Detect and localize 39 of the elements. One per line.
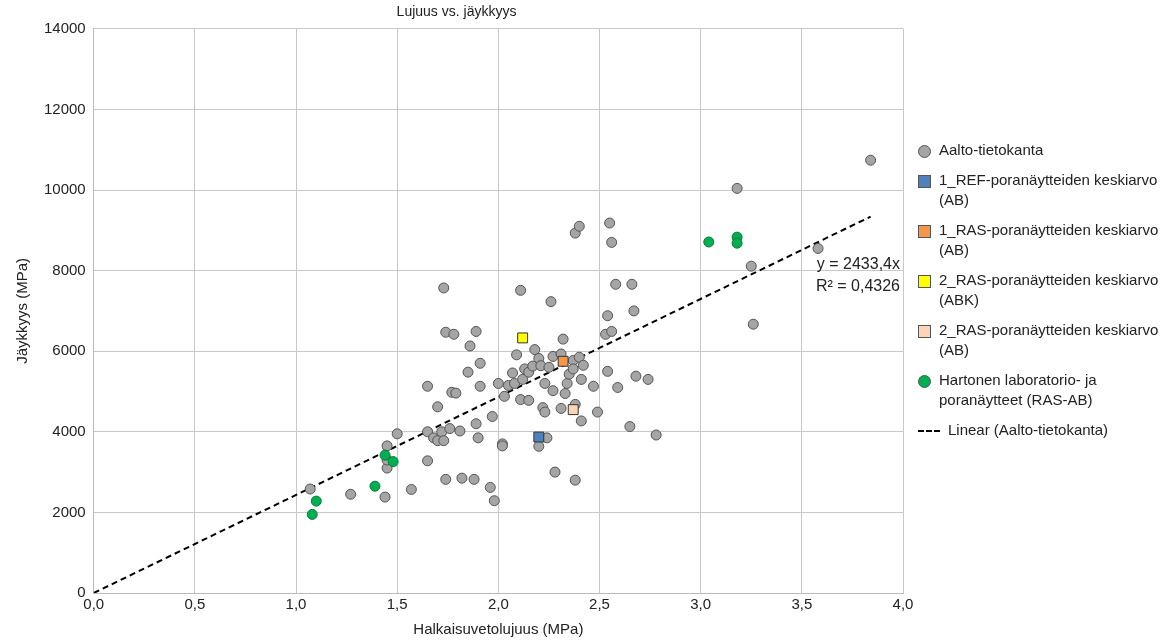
legend-label: 2_RAS-poranäytteiden keskiarvo (ABK): [939, 270, 1160, 310]
x-tick-label: 3,5: [791, 595, 813, 613]
y-tick-label: 8000: [52, 260, 86, 278]
y-tick-label: 10000: [43, 180, 86, 198]
annotation: R² = 0,4326: [815, 276, 901, 294]
y-tick-label: 12000: [43, 99, 86, 117]
x-tick-label: 2,0: [487, 595, 509, 613]
x-tick-label: 2,5: [589, 595, 610, 613]
y-tick-label: 2000: [52, 502, 86, 520]
point: [387, 456, 399, 468]
legend-label: 2_RAS-poranäytteiden keskiarvo (AB): [939, 320, 1160, 360]
point: [533, 431, 545, 443]
chart-title: Lujuus vs. jäykkyys: [396, 3, 517, 20]
x-tick-label: 4,0: [892, 595, 914, 613]
x-tick-label: 0,5: [184, 595, 206, 613]
point: [557, 355, 569, 367]
x-axis-title: Halkaisuvetolujuus (MPa): [413, 620, 584, 638]
y-tick-label: 4000: [52, 421, 86, 439]
annotation: y = 2433,4x: [816, 254, 900, 272]
point: [731, 237, 743, 249]
x-tick-label: 3,0: [690, 595, 712, 613]
y-axis-title: Jäykkyys (MPa): [13, 257, 31, 364]
legend-label: 1_RAS-poranäytteiden keskiarvo (AB): [939, 220, 1160, 260]
legend-label: Aalto-tietokanta: [939, 140, 1044, 160]
x-tick-label: 1,0: [285, 595, 307, 613]
point: [567, 404, 579, 416]
point: [517, 332, 529, 344]
x-tick-label: 1,5: [386, 595, 408, 613]
legend-label: Linear (Aalto-tietokanta): [948, 420, 1109, 440]
y-tick-label: 6000: [52, 341, 86, 359]
legend-label: 1_REF-poranäytteiden keskiarvo (AB): [939, 170, 1159, 210]
point: [310, 495, 322, 507]
y-tick-label: 14000: [43, 18, 86, 36]
x-tick-label: 0,0: [83, 595, 105, 613]
point: [369, 480, 381, 492]
point: [306, 508, 318, 520]
point: [379, 449, 391, 461]
point: [703, 236, 715, 248]
legend-label: Hartonen laboratorio- ja poranäytteet (RAS-AB): [939, 370, 1098, 410]
